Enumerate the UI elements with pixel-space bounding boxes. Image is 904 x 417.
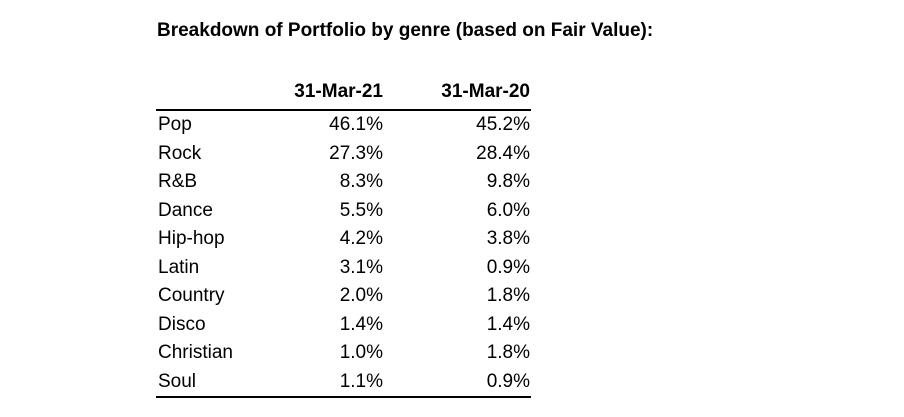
genre-column-header [156,78,278,111]
value-cell-2021: 5.5% [339,199,383,221]
table-row: Rock 27.3% 28.4% [156,140,531,169]
genre-cell: Soul [156,367,278,398]
value-cell-2021: 8.3% [339,171,383,193]
portfolio-genre-table: 31-Mar-21 31-Mar-20 Pop 46.1% 45.2% Rock… [156,78,531,398]
genre-cell: R&B [158,171,198,193]
value-cell-2020: 6.0% [486,199,530,221]
value-cell-2020: 3.8% [486,228,530,250]
value-cell-2020: 9.8% [486,171,530,193]
table-row: Pop 46.1% 45.2% [156,110,531,140]
value-cell-2021: 4.2% [339,228,383,250]
value-cell-2020: 28.4% [476,142,530,164]
table-row: Dance 5.5% 6.0% [156,197,531,226]
genre-cell: Rock [158,142,202,164]
table-row: Hip-hop 4.2% 3.8% [156,225,531,254]
column-header-31-mar-21: 31-Mar-21 [278,78,384,111]
value-cell-2021: 27.3% [329,142,383,164]
value-cell-2021: 46.1% [329,114,383,136]
table-row: Latin 3.1% 0.9% [156,254,531,283]
column-header-31-mar-20: 31-Mar-20 [384,78,531,111]
value-cell-2021: 1.4% [339,313,383,335]
genre-cell: Christian [158,342,233,364]
value-cell-2020: 1.8% [486,285,530,307]
page-title: Breakdown of Portfolio by genre (based o… [157,20,654,41]
value-cell-2020: 0.9% [384,367,531,398]
genre-cell: Dance [158,199,213,221]
table-row: Christian 1.0% 1.8% [156,339,531,368]
table-row: R&B 8.3% 9.8% [156,168,531,197]
table-row: Soul 1.1% 0.9% [156,367,531,398]
genre-cell: Latin [158,256,200,278]
value-cell-2020: 1.4% [486,313,530,335]
table-header-row: 31-Mar-21 31-Mar-20 [156,78,531,111]
portfolio-breakdown-section: Breakdown of Portfolio by genre (based o… [156,20,653,398]
value-cell-2020: 45.2% [476,114,530,136]
table-row: Disco 1.4% 1.4% [156,311,531,340]
genre-cell: Hip-hop [158,228,225,250]
value-cell-2021: 1.0% [339,342,383,364]
genre-cell: Country [158,285,225,307]
value-cell-2021: 3.1% [339,256,383,278]
value-cell-2021: 2.0% [339,285,383,307]
table-row: Country 2.0% 1.8% [156,282,531,311]
genre-cell: Disco [158,313,206,335]
value-cell-2020: 1.8% [486,342,530,364]
value-cell-2021: 1.1% [278,367,384,398]
genre-cell: Pop [158,114,192,136]
value-cell-2020: 0.9% [486,256,530,278]
